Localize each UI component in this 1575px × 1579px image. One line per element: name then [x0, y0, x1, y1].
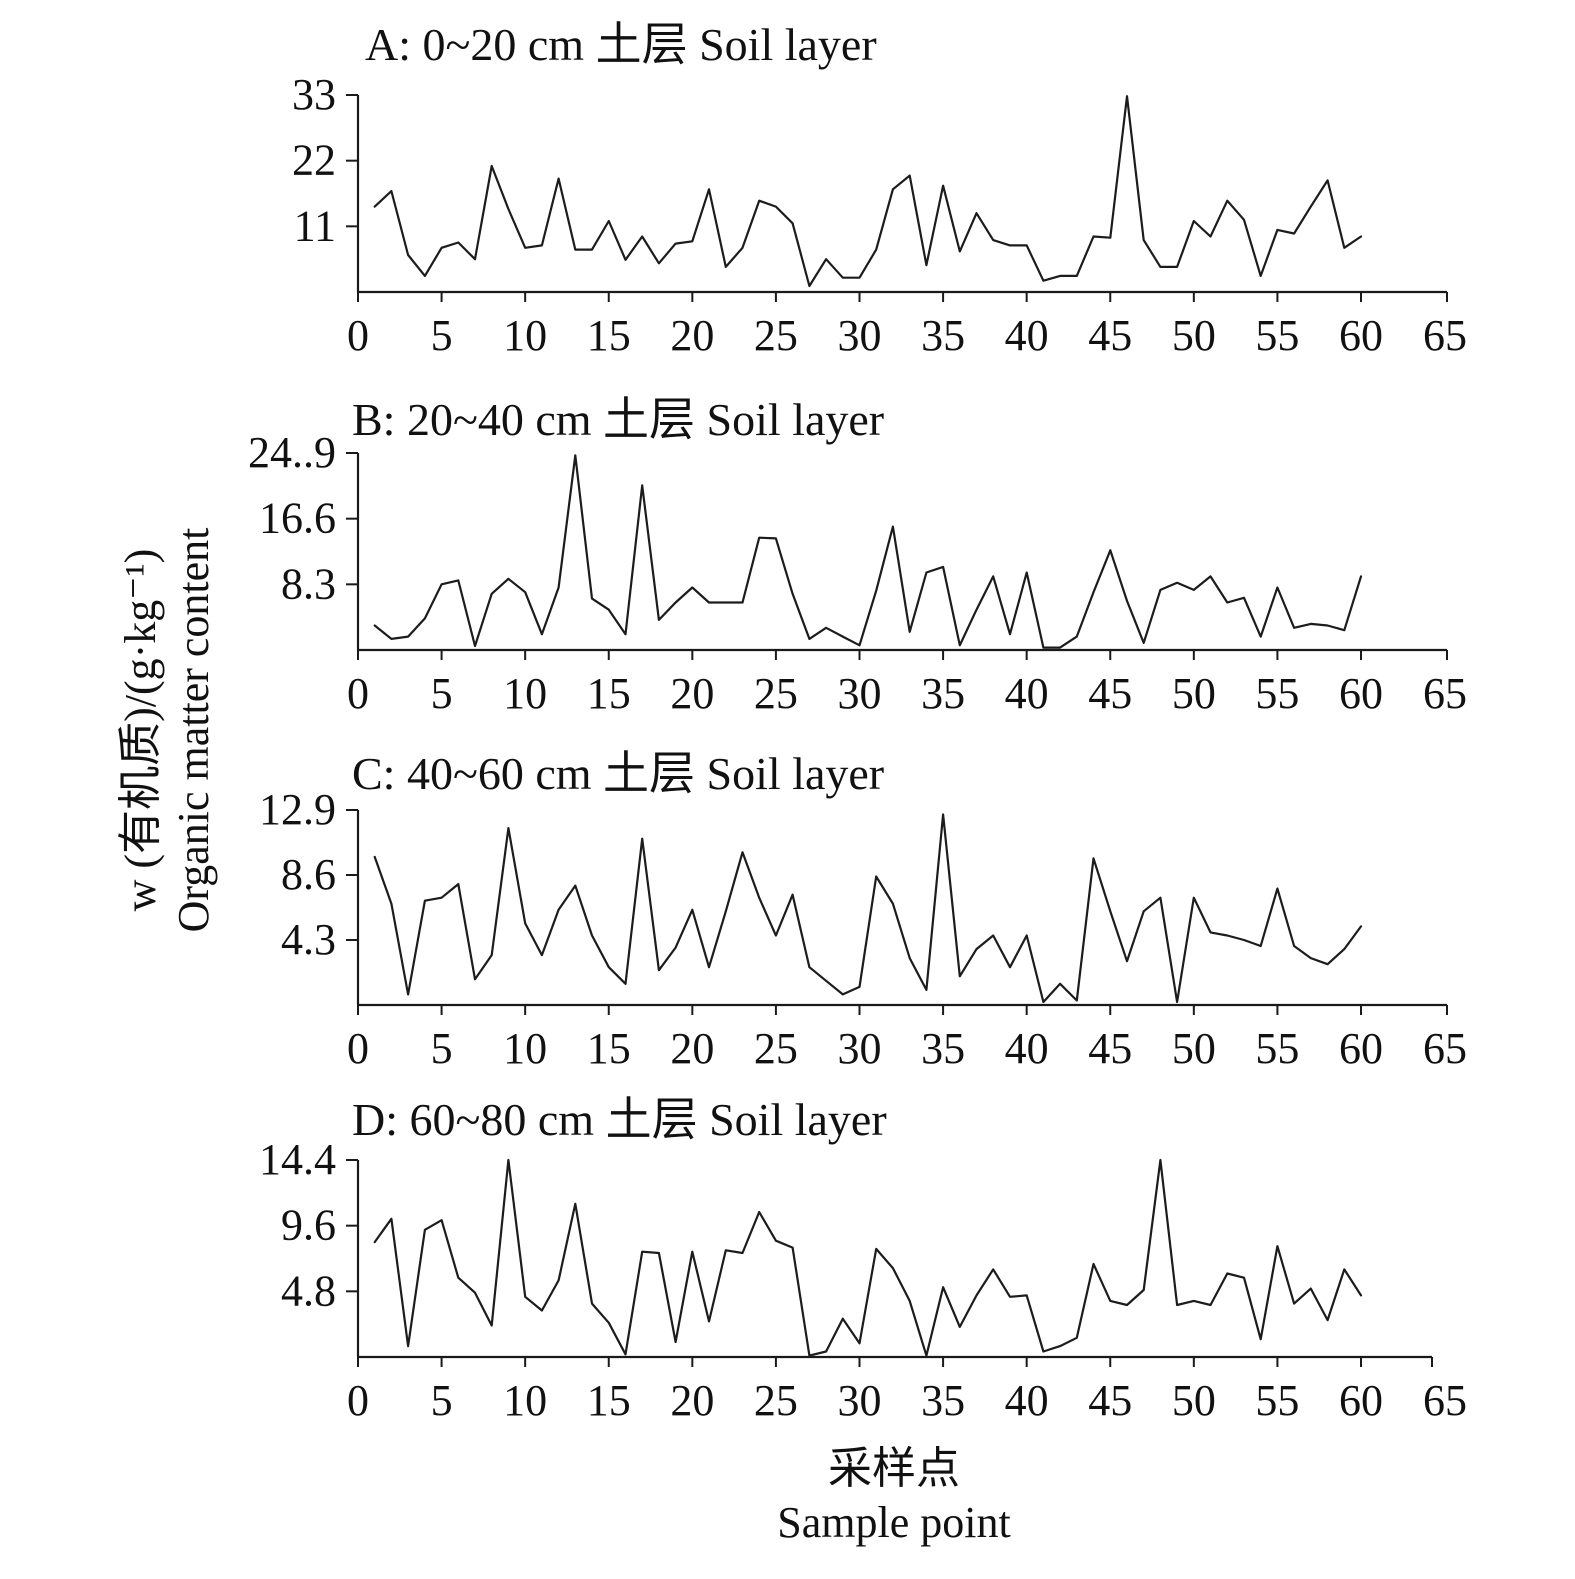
panel-a-y-tick-label: 22 — [292, 136, 336, 185]
panel-c-series-line — [373, 813, 1363, 1004]
panel-d-y-tick-label: 4.8 — [281, 1266, 336, 1315]
panel-d-x-tick-label: 65 — [1423, 1376, 1467, 1425]
panel-a-y-tick-label: 11 — [294, 201, 336, 250]
panel-c-x-tick-label: 35 — [921, 1024, 965, 1073]
panel-c-y-tick-label: 8.6 — [281, 850, 336, 899]
panel-b-x-tick-label: 35 — [921, 669, 965, 718]
panel-c-x-tick-label: 45 — [1088, 1024, 1132, 1073]
x-axis-label-zh: 采样点 — [828, 1444, 960, 1493]
panel-a-x-tick-label: 60 — [1339, 311, 1383, 360]
panel-d: D: 60~80 cm 土层 Soil layer 0 5 10 15 20 25 30 35 4… — [259, 1094, 1467, 1425]
panel-d-x-tick-label: 55 — [1255, 1376, 1299, 1425]
panel-b-x-tick-label: 15 — [587, 669, 631, 718]
panel-d-x-tick-label: 30 — [838, 1376, 882, 1425]
panel-d-x-tick-label: 5 — [431, 1376, 453, 1425]
panel-a-x-tick-label: 0 — [347, 311, 369, 360]
panel-a-y-tick-label: 33 — [292, 70, 336, 119]
panel-d-series-line — [373, 1158, 1363, 1357]
panel-b-x-tick-label: 0 — [347, 669, 369, 718]
panel-d-x-tick-label: 40 — [1005, 1376, 1049, 1425]
panel-a-x-tick-label: 40 — [1005, 311, 1049, 360]
panel-d-title: D: 60~80 cm 土层 Soil layer — [352, 1094, 887, 1145]
panel-a-x-tick-label: 25 — [754, 311, 798, 360]
panel-d-y-tick-label: 9.6 — [281, 1201, 336, 1250]
panel-c-x-tick-label: 20 — [670, 1024, 714, 1073]
panel-c-x-tick-label: 30 — [838, 1024, 882, 1073]
x-axis-label-en: Sample point — [777, 1498, 1010, 1547]
panel-a: A: 0~20 cm 土层 Soil layer 0 5 10 15 20 25 30 35 40… — [292, 19, 1467, 360]
chart-panels: A: 0~20 cm 土层 Soil layer 0 5 10 15 20 25 30 35 40… — [248, 19, 1467, 1425]
panel-d-x-tick-label: 10 — [503, 1376, 547, 1425]
y-axis-label-line2: Organic matter content — [169, 528, 218, 933]
panel-a-x-tick-label: 5 — [431, 311, 453, 360]
panel-d-x-tick-label: 50 — [1172, 1376, 1216, 1425]
panel-a-x-tick-label: 55 — [1255, 311, 1299, 360]
panel-a-x-tick-label: 15 — [587, 311, 631, 360]
panel-b-x-tick-label: 50 — [1172, 669, 1216, 718]
panel-d-y-tick-label: 14.4 — [259, 1135, 336, 1184]
panel-d-x-tick-label: 0 — [347, 1376, 369, 1425]
panel-b-x-tick-label: 20 — [670, 669, 714, 718]
panel-b-y-tick-label: 24..9 — [248, 428, 336, 477]
panel-a-x-tick-label: 20 — [670, 311, 714, 360]
panel-c-x-tick-label: 60 — [1339, 1024, 1383, 1073]
panel-c-x-tick-label: 5 — [431, 1024, 453, 1073]
panel-c-x-tick-label: 50 — [1172, 1024, 1216, 1073]
panel-b-x-tick-label: 60 — [1339, 669, 1383, 718]
panel-b-x-tick-label: 55 — [1255, 669, 1299, 718]
panel-b-x-tick-label: 30 — [838, 669, 882, 718]
panel-c-x-tick-label: 0 — [347, 1024, 369, 1073]
panel-d-x-tick-label: 60 — [1339, 1376, 1383, 1425]
panel-b-x-tick-label: 40 — [1005, 669, 1049, 718]
panel-b-y-tick-label: 16.6 — [259, 494, 336, 543]
panel-d-x-tick-label: 35 — [921, 1376, 965, 1425]
panel-b-x-tick-label: 10 — [503, 669, 547, 718]
panel-a-x-tick-label: 10 — [503, 311, 547, 360]
panel-a-series-line — [373, 95, 1363, 288]
panel-d-x-tick-label: 20 — [670, 1376, 714, 1425]
panel-b-x-tick-label: 45 — [1088, 669, 1132, 718]
panel-b-title: B: 20~40 cm 土层 Soil layer — [352, 394, 884, 445]
panel-c-x-tick-label: 10 — [503, 1024, 547, 1073]
panel-b-x-tick-label: 65 — [1423, 669, 1467, 718]
panel-c-x-tick-label: 65 — [1423, 1024, 1467, 1073]
panel-c: C: 40~60 cm 土层 Soil layer 0 5 10 15 20 25 30 35 4… — [259, 748, 1467, 1073]
panel-a-x-tick-label: 65 — [1423, 311, 1467, 360]
panel-b-x-tick-label: 25 — [754, 669, 798, 718]
panel-b-y-tick-label: 8.3 — [281, 559, 336, 608]
panel-c-y-tick-label: 12.9 — [259, 785, 336, 834]
panel-c-x-tick-label: 25 — [754, 1024, 798, 1073]
panel-a-x-tick-label: 50 — [1172, 311, 1216, 360]
panel-c-y-tick-label: 4.3 — [281, 915, 336, 964]
panel-b-x-tick-label: 5 — [431, 669, 453, 718]
panel-c-x-tick-label: 40 — [1005, 1024, 1049, 1073]
panel-c-x-tick-label: 15 — [587, 1024, 631, 1073]
panel-c-x-tick-label: 55 — [1255, 1024, 1299, 1073]
panel-a-x-tick-label: 30 — [838, 311, 882, 360]
y-axis-label-line1: w (有机质)/(g·kg⁻¹) — [116, 549, 165, 912]
panel-a-title: A: 0~20 cm 土层 Soil layer — [365, 19, 877, 70]
panel-a-x-tick-label: 45 — [1088, 311, 1132, 360]
panel-b: B: 20~40 cm 土层 Soil layer 0 5 10 15 20 25 30 35 4… — [248, 394, 1467, 718]
panel-c-title: C: 40~60 cm 土层 Soil layer — [352, 748, 884, 799]
panel-d-x-tick-label: 15 — [587, 1376, 631, 1425]
panel-d-x-tick-label: 25 — [754, 1376, 798, 1425]
panel-a-x-tick-label: 35 — [921, 311, 965, 360]
panel-d-x-tick-label: 45 — [1088, 1376, 1132, 1425]
panel-b-series-line — [373, 454, 1363, 649]
